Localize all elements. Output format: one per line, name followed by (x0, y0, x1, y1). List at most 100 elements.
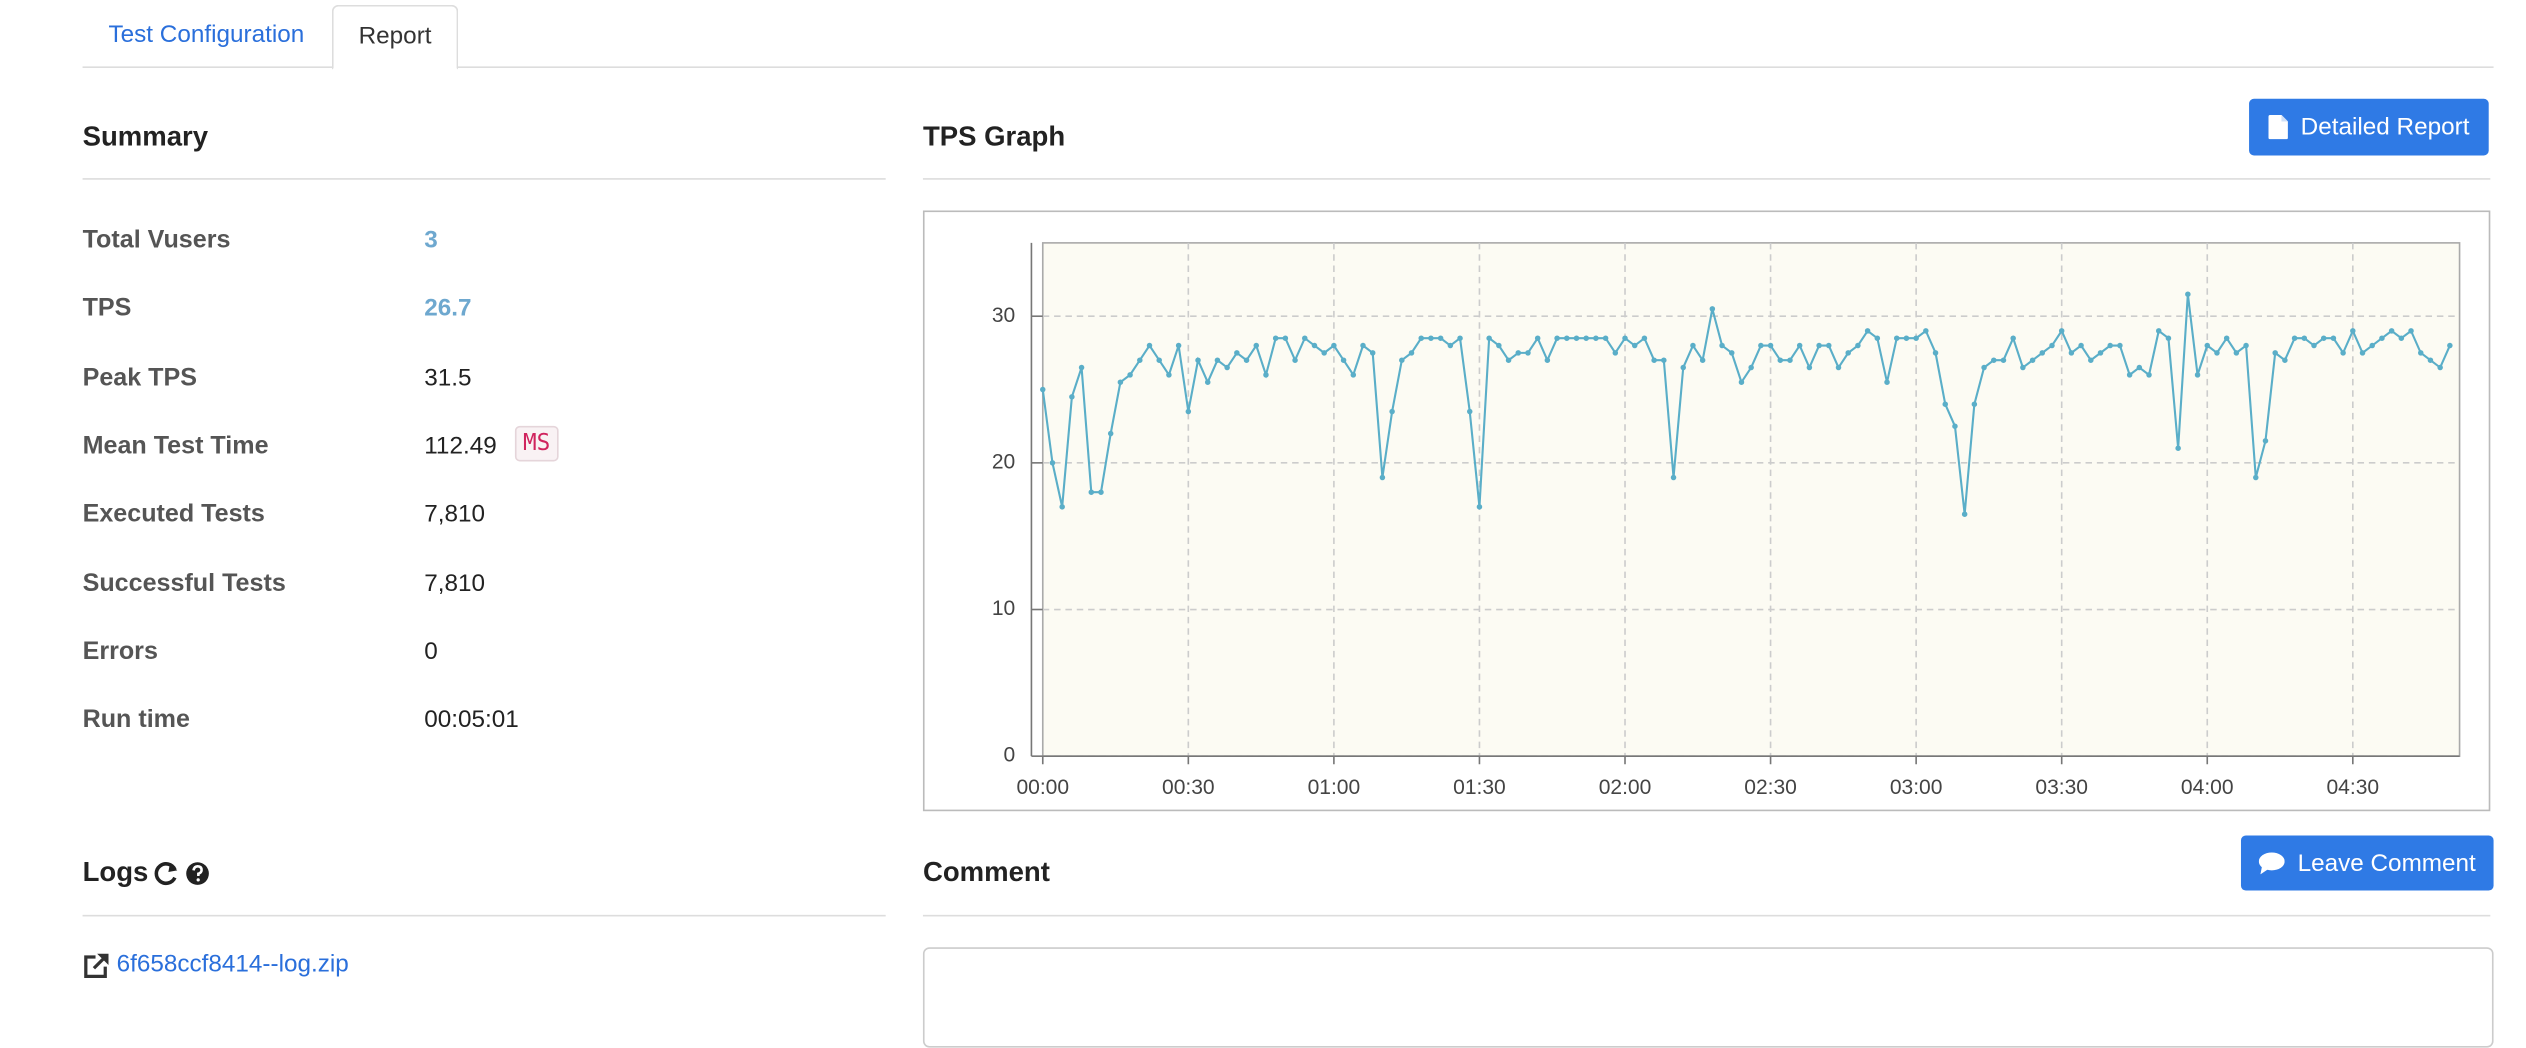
point (2039, 350, 2046, 356)
point (1932, 350, 1939, 356)
point (1593, 335, 1599, 341)
summary-label: Mean Test Time (82, 432, 269, 460)
point (1069, 394, 1075, 400)
point (1796, 342, 1803, 349)
file-icon (2268, 114, 2288, 140)
point (1175, 342, 1182, 349)
tab-active[interactable]: Report (331, 4, 459, 70)
point (1699, 357, 1706, 363)
summary-value: 112.49 (424, 432, 497, 460)
point (1864, 328, 1871, 334)
point (1078, 364, 1085, 371)
tab[interactable]: Test Configuration (108, 21, 305, 49)
point (1525, 350, 1531, 356)
point (1476, 504, 1483, 510)
point (2359, 350, 2366, 356)
detailed-report-button[interactable]: Detailed Report (2249, 98, 2489, 156)
comment-box[interactable] (922, 947, 2494, 1048)
log-icons (154, 862, 209, 885)
comment-icon (2258, 852, 2285, 875)
section-title: Logs (82, 856, 149, 888)
summary-value: 00:05:01 (424, 706, 519, 734)
summary-value: 26.7 (424, 295, 472, 323)
point (1437, 335, 1444, 341)
y-tick-label: 10 (992, 597, 1015, 620)
point (1156, 357, 1162, 363)
point (1253, 342, 1260, 349)
point (1379, 474, 1386, 481)
x-tick-label: 04:30 (2326, 776, 2379, 799)
point (1690, 342, 1696, 349)
point (2058, 328, 2065, 334)
chart-panel: 0 10 20 30 00:00 00:30 01:00 01:30 02:00 02:30 03:… (922, 210, 2491, 812)
point (2388, 328, 2395, 334)
summary-value: 7,810 (424, 569, 486, 597)
divider (82, 914, 886, 917)
point (2369, 342, 2375, 349)
point (1224, 364, 1230, 371)
point (1835, 364, 1842, 371)
point (2223, 335, 2230, 341)
point (1661, 357, 1667, 363)
point (1816, 342, 1822, 349)
point (1311, 342, 1318, 349)
unit-badge: MS (514, 425, 559, 462)
point (2330, 335, 2337, 341)
point (1234, 350, 1240, 356)
point (2029, 357, 2036, 363)
point (2214, 350, 2220, 356)
point (1369, 350, 1376, 356)
x-tick-label: 00:00 (1016, 776, 1069, 799)
summary-label: TPS (82, 295, 132, 323)
point (2000, 357, 2007, 363)
point (1971, 401, 1978, 407)
summary-label: Total Vusers (82, 226, 231, 255)
section-title: Summary (82, 121, 209, 153)
point (1651, 357, 1657, 363)
section-title: Comment (922, 856, 1050, 888)
point (1903, 335, 1910, 341)
point (1602, 335, 1609, 341)
y-tick-label: 0 (1004, 744, 1016, 767)
point (2194, 372, 2201, 378)
x-tick-label: 03:00 (1890, 776, 1943, 799)
point (1302, 335, 1308, 341)
point (1486, 335, 1492, 341)
point (1758, 342, 1764, 349)
x-tick-label: 01:00 (1308, 776, 1361, 799)
point (2078, 342, 2084, 349)
divider (82, 178, 886, 180)
point (1738, 379, 1745, 385)
point (1855, 342, 1861, 349)
leave-comment-button[interactable]: Leave Comment (2240, 835, 2494, 891)
point (1680, 364, 1686, 371)
point (1137, 357, 1143, 363)
point (2398, 335, 2405, 341)
point (1418, 335, 1424, 341)
summary-label: Executed Tests (82, 500, 265, 529)
summary-value: 0 (424, 637, 438, 666)
log-file-link[interactable]: 6f658ccf8414--log.zip (116, 950, 349, 978)
point (2350, 328, 2356, 334)
point (1777, 357, 1784, 363)
section-title: TPS Graph (922, 121, 1066, 153)
point (1573, 335, 1580, 341)
point (2253, 474, 2259, 481)
point (2379, 335, 2385, 341)
point (1204, 379, 1211, 385)
point (1534, 335, 1541, 341)
x-tick-label: 02:30 (1744, 776, 1797, 799)
point (1554, 335, 1560, 341)
point (1923, 328, 1929, 334)
point (1787, 357, 1793, 363)
tab-underline (82, 66, 2494, 69)
point (1166, 372, 1172, 378)
point (1098, 489, 1104, 495)
point (2311, 342, 2317, 349)
point (1088, 489, 1095, 495)
point (2262, 438, 2269, 444)
point (1107, 430, 1114, 437)
point (2136, 364, 2143, 371)
point (1496, 342, 1502, 349)
point (2233, 350, 2240, 356)
